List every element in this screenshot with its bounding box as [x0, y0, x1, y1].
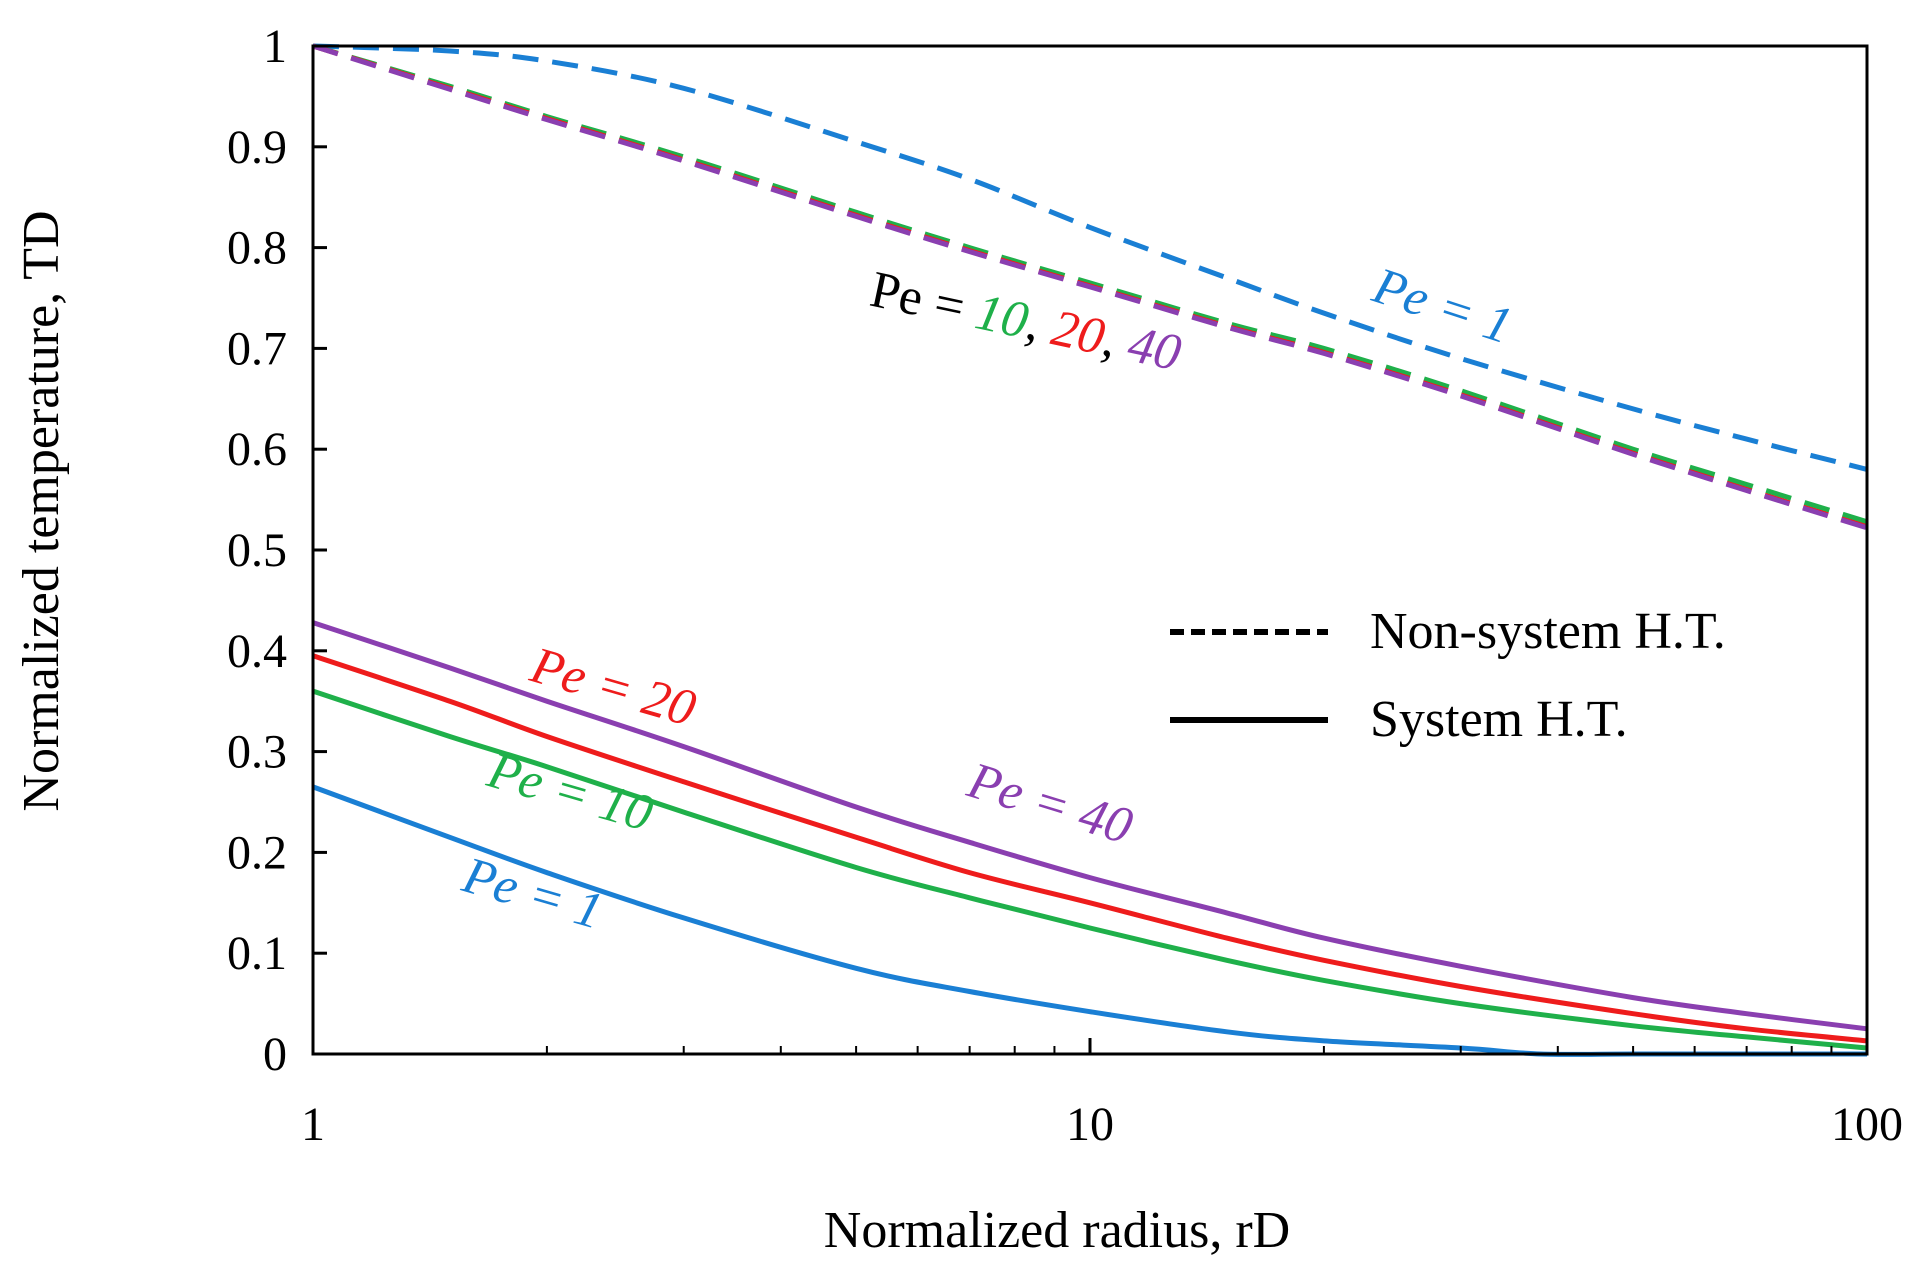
- y-tick-label: 0.3: [227, 726, 287, 779]
- y-tick-label: 0.7: [227, 322, 287, 375]
- y-tick-label: 0.8: [227, 222, 287, 275]
- ticks-layer: 0 0.1 0.2 0.3 0.4 0.5 0.6 0.7 0.8 0.9 1 1 10 100: [227, 20, 1903, 1151]
- series-layer: [312, 43, 1868, 1057]
- x-tick-label: 10: [1066, 1098, 1114, 1151]
- y-tick-label: 0.5: [227, 524, 287, 577]
- y-tick-label: 0.4: [227, 625, 287, 678]
- series-line-system-20: [312, 653, 1868, 1044]
- annotation-system-pe1: Pe = 1: [456, 846, 609, 940]
- series-line-system-40: [312, 620, 1868, 1032]
- legend-label-non-system: Non-system H.T.: [1370, 603, 1726, 660]
- annotation-group-10: 10: [970, 283, 1033, 350]
- annotation-nonsystem-pe1: Pe = 1: [1365, 257, 1519, 355]
- annotation-system-pe40: Pe = 40: [961, 752, 1139, 856]
- y-axis-title: Normalized temperature, TD: [13, 210, 70, 811]
- y-tick-label: 0.6: [227, 423, 287, 476]
- annotation-system-pe10: Pe = 10: [481, 741, 659, 842]
- x-tick-label: 100: [1831, 1098, 1903, 1151]
- y-tick-label: 0.1: [227, 927, 287, 980]
- annotation-group-40: 40: [1123, 316, 1186, 383]
- series-line-nonsystem-1: [312, 43, 1868, 472]
- series-line-nonsystem-40: [312, 43, 1868, 531]
- x-tick-label: 1: [301, 1098, 325, 1151]
- x-axis-title: Normalized radius, rD: [824, 1202, 1290, 1259]
- y-tick-label: 0.2: [227, 826, 287, 879]
- legend-label-system: System H.T.: [1370, 691, 1628, 748]
- annotation-nonsystem-group: Pe = 10, 20, 40: [866, 261, 1186, 382]
- legend: Non-system H.T. System H.T.: [1170, 603, 1726, 748]
- y-tick-label: 1: [263, 20, 287, 73]
- y-tick-label: 0.9: [227, 121, 287, 174]
- annotation-group-20: 20: [1047, 300, 1110, 367]
- annotation-group-prefix: Pe =: [866, 261, 983, 339]
- y-tick-label: 0: [263, 1028, 287, 1081]
- series-line-system-10: [312, 688, 1868, 1051]
